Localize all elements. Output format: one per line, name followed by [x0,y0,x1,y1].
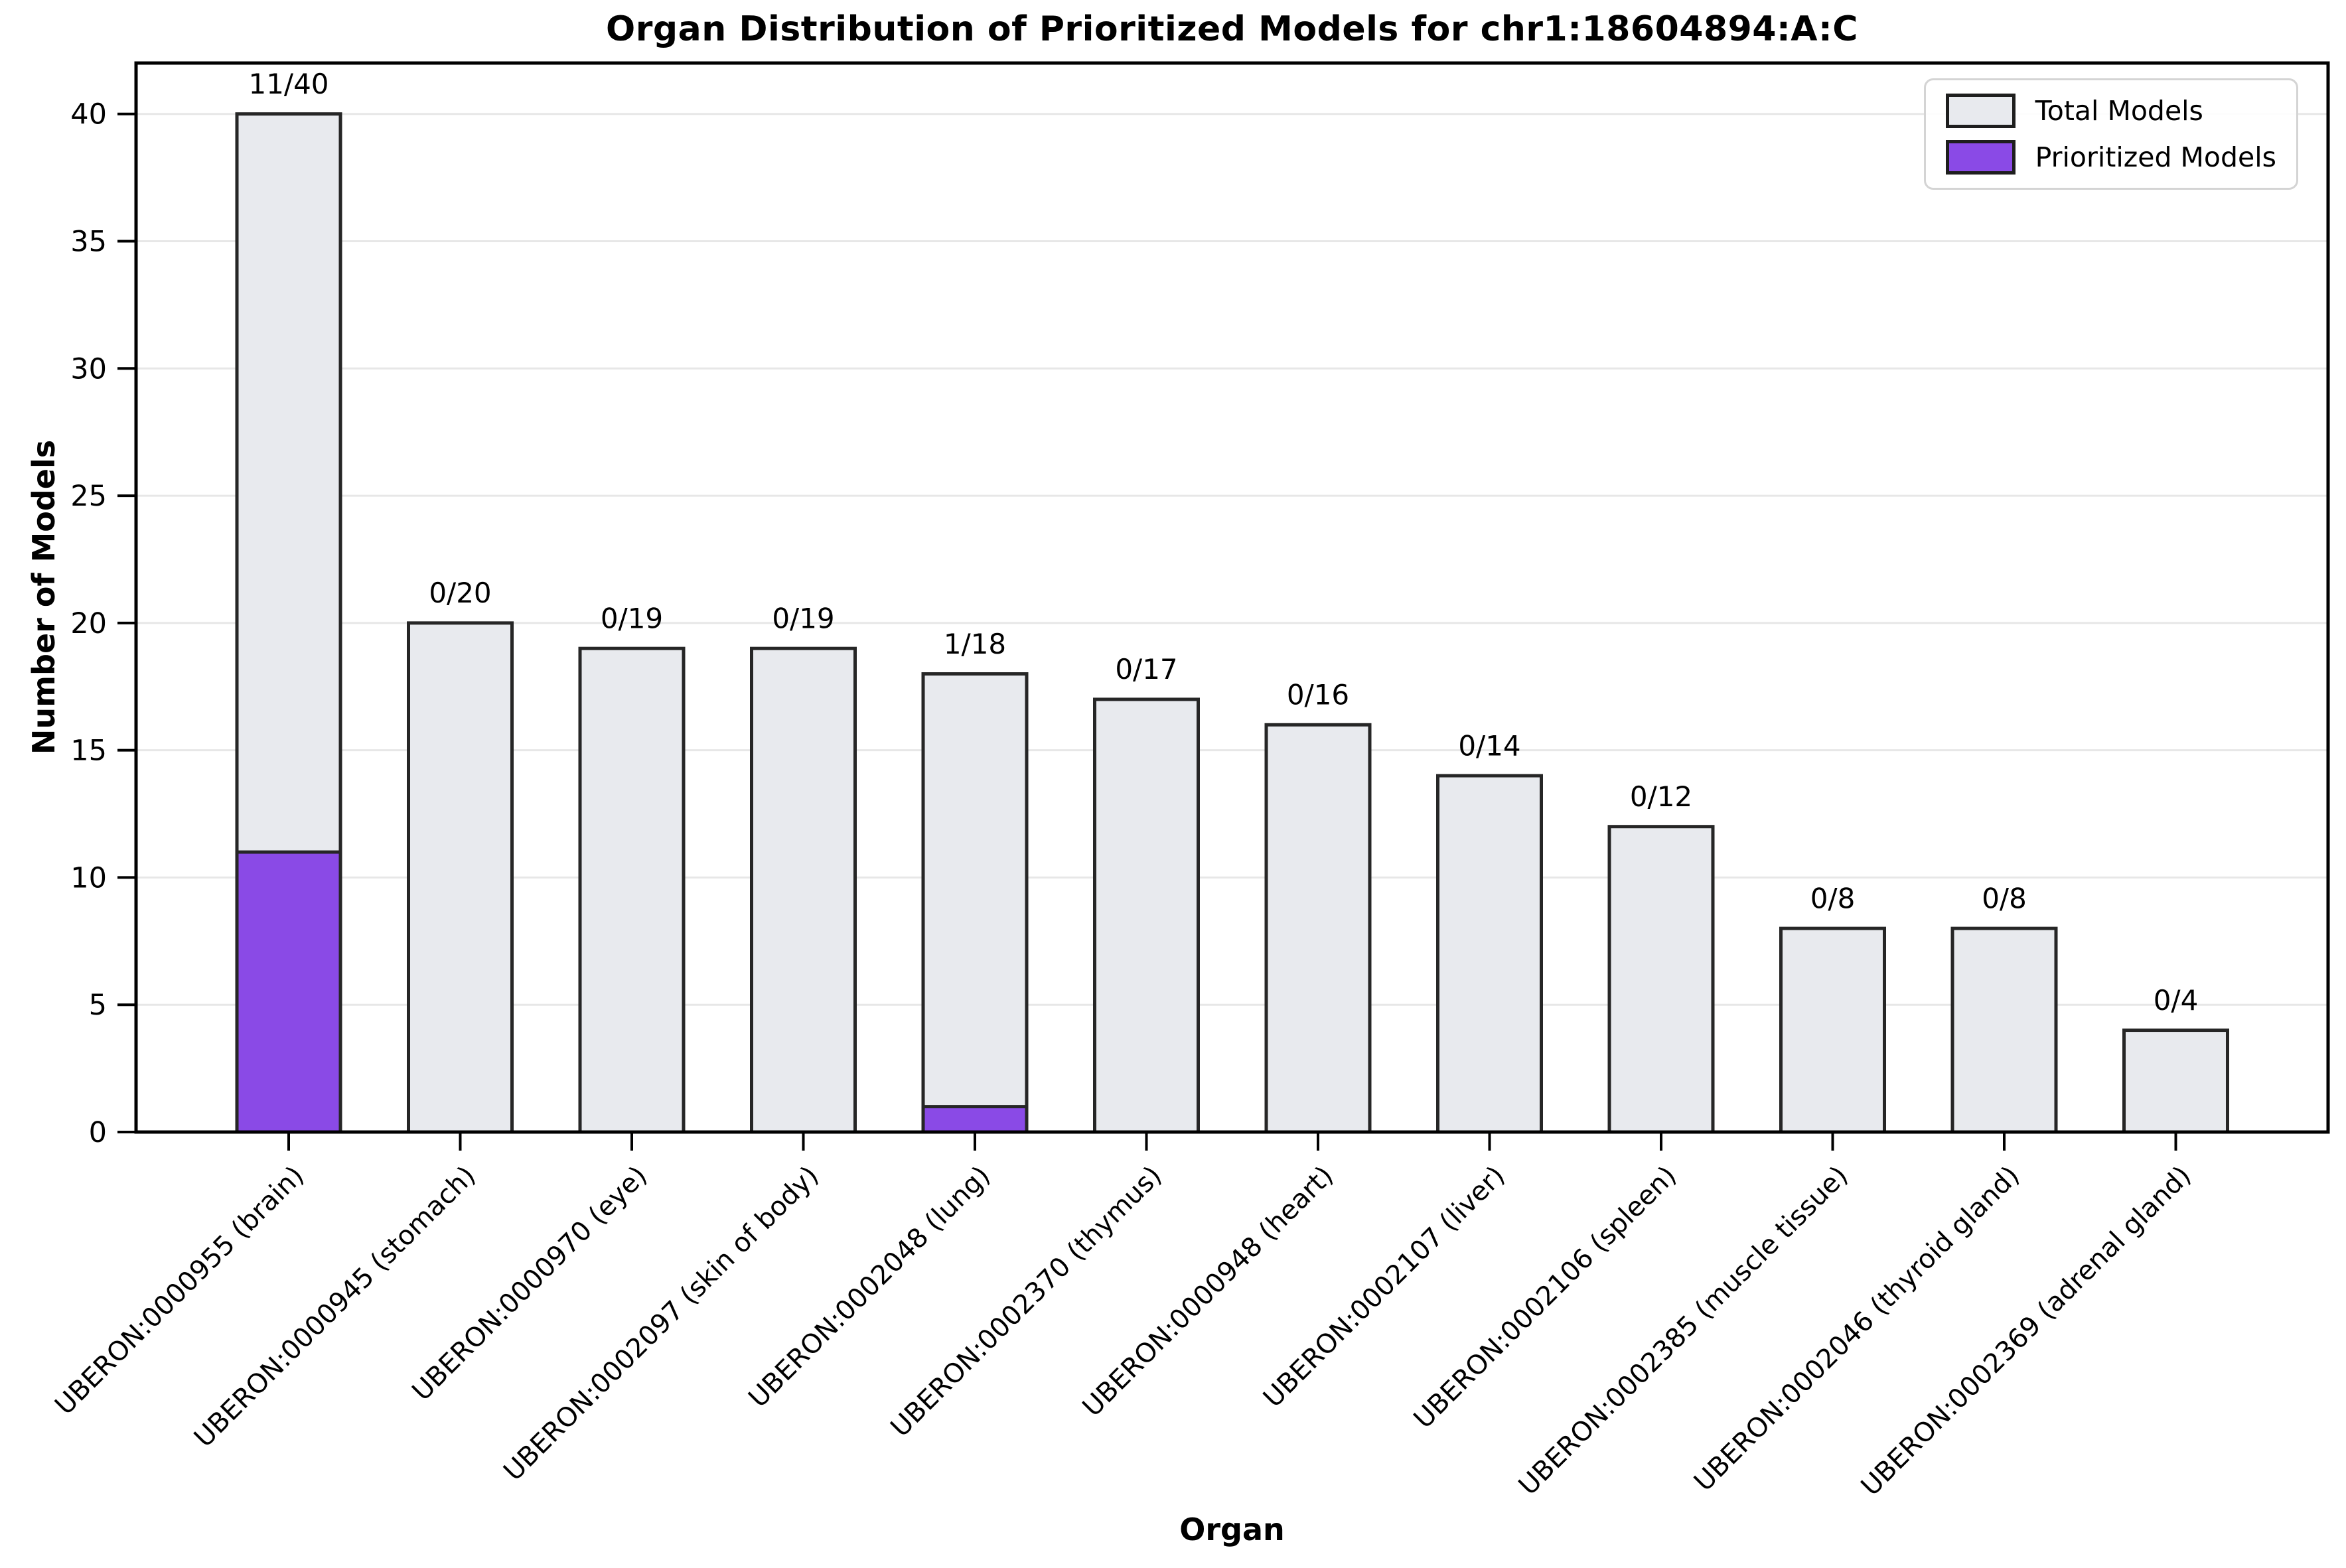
bar-count-label: 0/14 [1458,729,1520,762]
y-tick-label: 0 [89,1116,107,1149]
x-tick-label: UBERON:0000945 (stomach) [188,1161,482,1454]
chart-title: Organ Distribution of Prioritized Models… [606,9,1858,49]
total-bar [1093,697,1200,1134]
y-tick-label: 25 [70,480,107,513]
y-tick-label: 40 [70,98,107,131]
y-tick-label: 10 [70,861,107,894]
total-bar [1779,926,1886,1134]
y-tick-label: 20 [70,607,107,640]
bar-count-label: 0/17 [1115,653,1177,685]
prioritized-bar [921,1105,1029,1134]
legend-label-total-models: Total Models [2035,94,2203,127]
bar-count-label: 0/4 [2154,984,2199,1017]
bar-count-label: 0/20 [429,577,491,609]
bar-count-label: 0/16 [1287,679,1349,711]
bar-count-label: 0/19 [772,603,834,635]
total-bar [750,646,857,1134]
x-tick-label: UBERON:0002046 (thyroid gland) [1688,1161,2025,1498]
legend-entry-total: Total Models [1945,94,2276,128]
bar-count-label: 0/8 [1810,882,1856,914]
plot-border [134,61,2330,1134]
total-bar [407,621,514,1134]
y-tick-label: 15 [70,735,107,768]
total-bar [578,646,686,1134]
total-bar [2122,1029,2229,1134]
x-axis-label: Organ [1179,1512,1285,1547]
x-tick-label: UBERON:0002385 (muscle tissue) [1513,1161,1854,1502]
prioritized-bar [235,850,342,1134]
y-tick-label: 30 [70,352,107,386]
total-bar [1264,723,1372,1134]
x-tick-label: UBERON:0002369 (adrenal gland) [1856,1161,2197,1502]
y-tick-label: 5 [89,989,107,1022]
total-bar [1607,825,1715,1134]
bar-count-label: 0/12 [1630,780,1692,813]
legend-swatch-prioritized-models [1945,140,2016,175]
total-bar [1436,774,1543,1134]
legend-label-prioritized-models: Prioritized Models [2035,141,2276,173]
x-tick-label: UBERON:0002370 (thymus) [885,1161,1167,1443]
bar-count-label: 1/18 [944,628,1006,660]
bar-count-label: 0/8 [1982,882,2027,914]
total-bar [1950,926,2058,1134]
x-tick-label: UBERON:0002097 (skin of body) [498,1161,824,1487]
y-tick-label: 35 [70,226,107,259]
legend-entry-prioritized: Prioritized Models [1945,140,2276,175]
total-bar [921,672,1029,1134]
bar-count-label: 11/40 [248,68,329,100]
legend: Total Models Prioritized Models [1923,78,2298,190]
bar-count-label: 0/19 [601,603,663,635]
legend-swatch-total-models [1945,94,2016,128]
